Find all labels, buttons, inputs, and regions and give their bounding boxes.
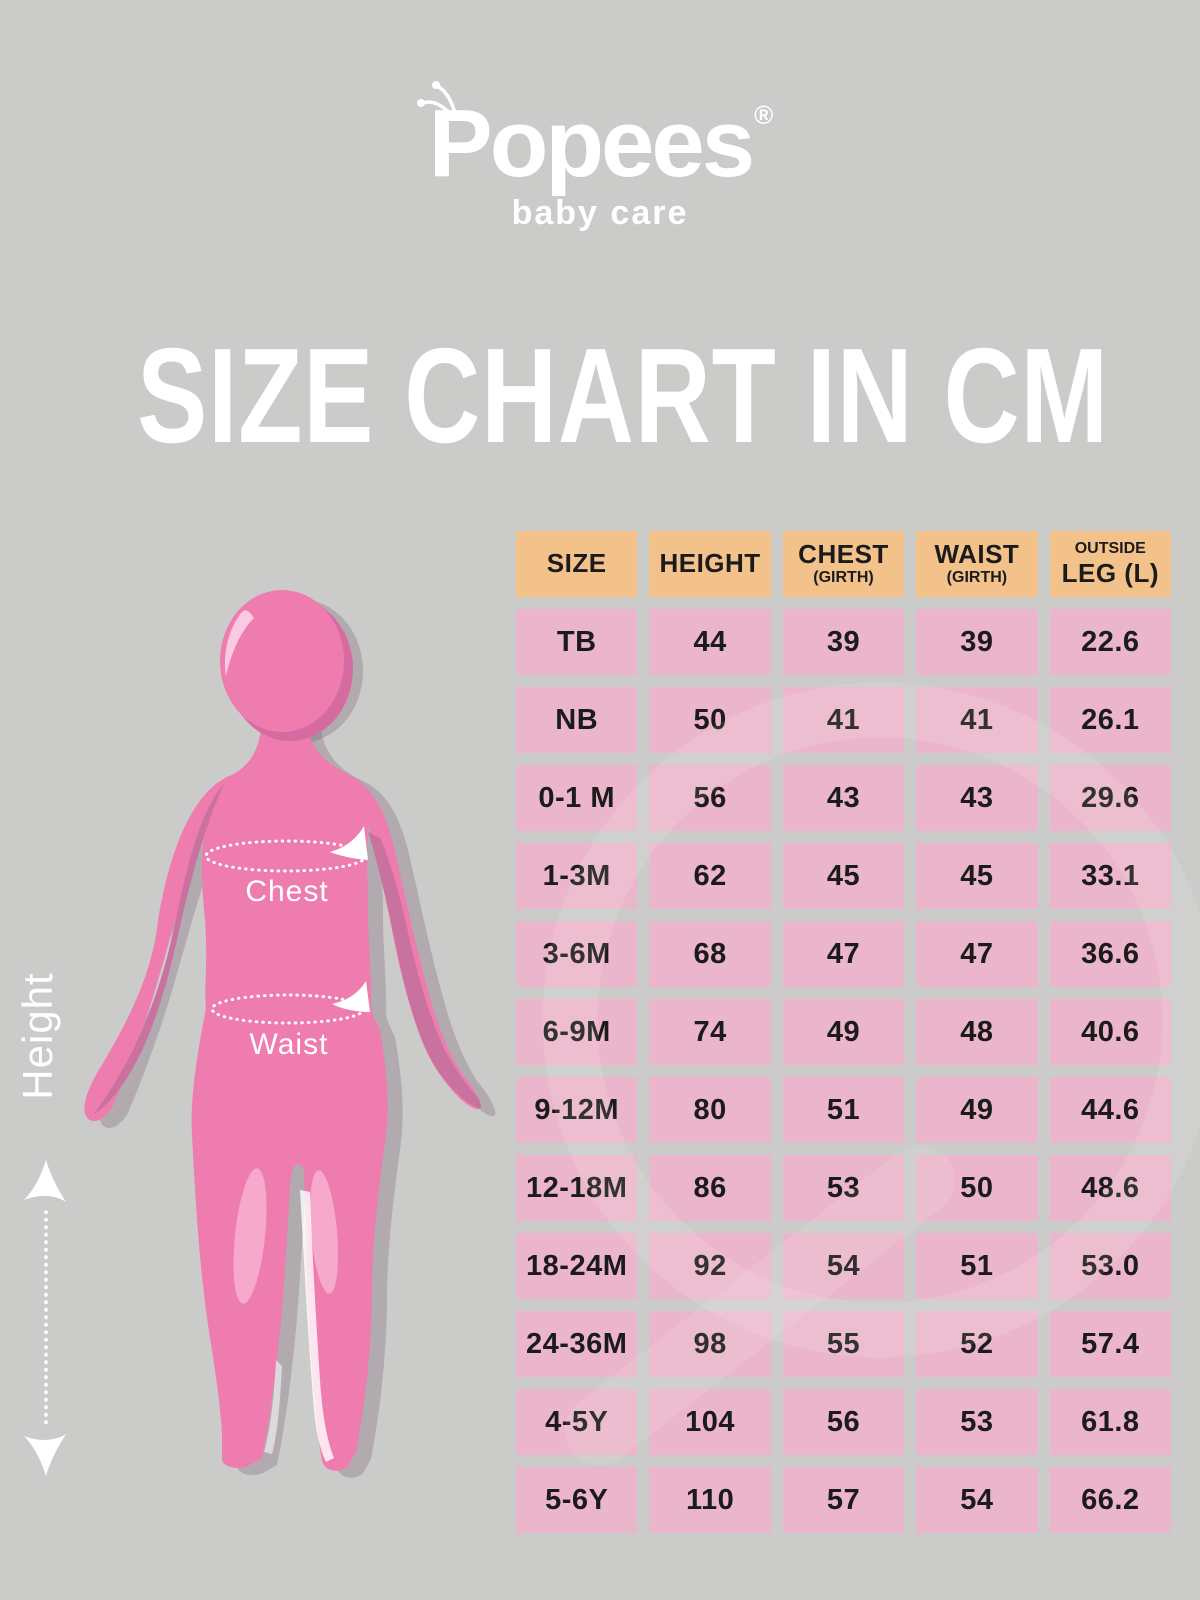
measurement-value: 22.6 — [1049, 609, 1171, 675]
measurement-value: 68 — [649, 921, 771, 987]
baby-mannequin-figure: Chest Waist Height — [14, 590, 496, 1478]
column-header-size: SIZE — [516, 531, 638, 597]
measurement-value: 56 — [649, 765, 771, 831]
measurement-value: 39 — [782, 609, 905, 675]
measurement-value: 51 — [916, 1233, 1038, 1299]
measurement-value: 57 — [782, 1467, 905, 1533]
measurement-value: 104 — [649, 1389, 771, 1455]
size-label: 3-6M — [516, 921, 638, 987]
measurement-value: 52 — [916, 1311, 1038, 1377]
measurement-value: 26.1 — [1049, 687, 1171, 753]
mannequin-shading — [94, 784, 481, 1114]
measurement-value: 39 — [916, 609, 1038, 675]
measurement-value: 43 — [916, 765, 1038, 831]
measurement-value: 44.6 — [1049, 1077, 1171, 1143]
measurement-value: 92 — [649, 1233, 771, 1299]
measurement-value: 49 — [916, 1077, 1038, 1143]
size-label: NB — [516, 687, 638, 753]
size-label: 1-3M — [516, 843, 638, 909]
measurement-value: 33.1 — [1049, 843, 1171, 909]
measurement-value: 98 — [649, 1311, 771, 1377]
measurement-value: 56 — [782, 1389, 905, 1455]
size-label: 18-24M — [516, 1233, 638, 1299]
measurement-value: 54 — [782, 1233, 905, 1299]
size-label: 9-12M — [516, 1077, 638, 1143]
chest-arrow-icon — [330, 826, 368, 860]
chest-label: Chest — [245, 875, 328, 908]
butterfly-antenna-icon — [416, 81, 457, 118]
size-label: 4-5Y — [516, 1389, 638, 1455]
measurement-value: 48.6 — [1049, 1155, 1171, 1221]
brand-tagline: baby care — [511, 194, 689, 232]
measurement-value: 86 — [649, 1155, 771, 1221]
measurement-value: 61.8 — [1049, 1389, 1171, 1455]
measurement-value: 44 — [649, 609, 771, 675]
measurement-value: 50 — [916, 1155, 1038, 1221]
measurement-value: 41 — [916, 687, 1038, 753]
measurement-value: 45 — [916, 843, 1038, 909]
measurement-value: 62 — [649, 843, 771, 909]
leg-highlights — [233, 1168, 339, 1462]
measurement-value: 74 — [649, 999, 771, 1065]
page-title: SIZE CHART IN CM — [137, 320, 1109, 471]
brand-name: Popees — [428, 90, 755, 197]
size-label: TB — [516, 609, 638, 675]
size-label: 6-9M — [516, 999, 638, 1065]
measurement-value: 66.2 — [1049, 1467, 1171, 1533]
measurement-value: 45 — [782, 843, 905, 909]
measurement-value: 48 — [916, 999, 1038, 1065]
head-highlight — [224, 610, 254, 676]
height-arrow — [24, 1160, 66, 1476]
measurement-value: 110 — [649, 1467, 771, 1533]
measurement-value: 53 — [782, 1155, 905, 1221]
measurement-value: 29.6 — [1049, 765, 1171, 831]
measurement-value: 51 — [782, 1077, 905, 1143]
column-header-leg-l-: OUTSIDE LEG (L) — [1049, 531, 1171, 597]
waist-label: Waist — [250, 1028, 329, 1061]
measurement-value: 53 — [916, 1389, 1038, 1455]
measurement-value: 41 — [782, 687, 905, 753]
size-label: 0-1 M — [516, 765, 638, 831]
height-label: Height — [14, 972, 61, 1099]
size-label: 24-36M — [516, 1311, 638, 1377]
column-header-chest: CHEST (GIRTH) — [782, 531, 905, 597]
column-header-waist: WAIST (GIRTH) — [916, 531, 1038, 597]
column-header-height: HEIGHT — [649, 531, 771, 597]
mannequin-head — [220, 590, 344, 732]
waist-arrow-icon — [332, 981, 370, 1012]
measurement-value: 43 — [782, 765, 905, 831]
measurement-value: 40.6 — [1049, 999, 1171, 1065]
brand-logo: Popees® baby care — [0, 81, 1200, 233]
measurement-value: 49 — [782, 999, 905, 1065]
title-band: SIZE CHART IN CM — [0, 328, 1200, 463]
measurement-value: 54 — [916, 1467, 1038, 1533]
registered-mark: ® — [754, 100, 774, 130]
measurement-value: 50 — [649, 687, 771, 753]
measurement-value: 80 — [649, 1077, 771, 1143]
measurement-value: 53.0 — [1049, 1233, 1171, 1299]
measurement-value: 47 — [782, 921, 905, 987]
measurement-value: 55 — [782, 1311, 905, 1377]
size-table: SIZE HEIGHT CHEST (GIRTH) WAIST (GIRTH) OUTSID… — [516, 531, 1171, 1533]
measurement-value: 57.4 — [1049, 1311, 1171, 1377]
measurement-value: 36.6 — [1049, 921, 1171, 987]
size-label: 12-18M — [516, 1155, 638, 1221]
measurement-value: 47 — [916, 921, 1038, 987]
size-label: 5-6Y — [516, 1467, 638, 1533]
